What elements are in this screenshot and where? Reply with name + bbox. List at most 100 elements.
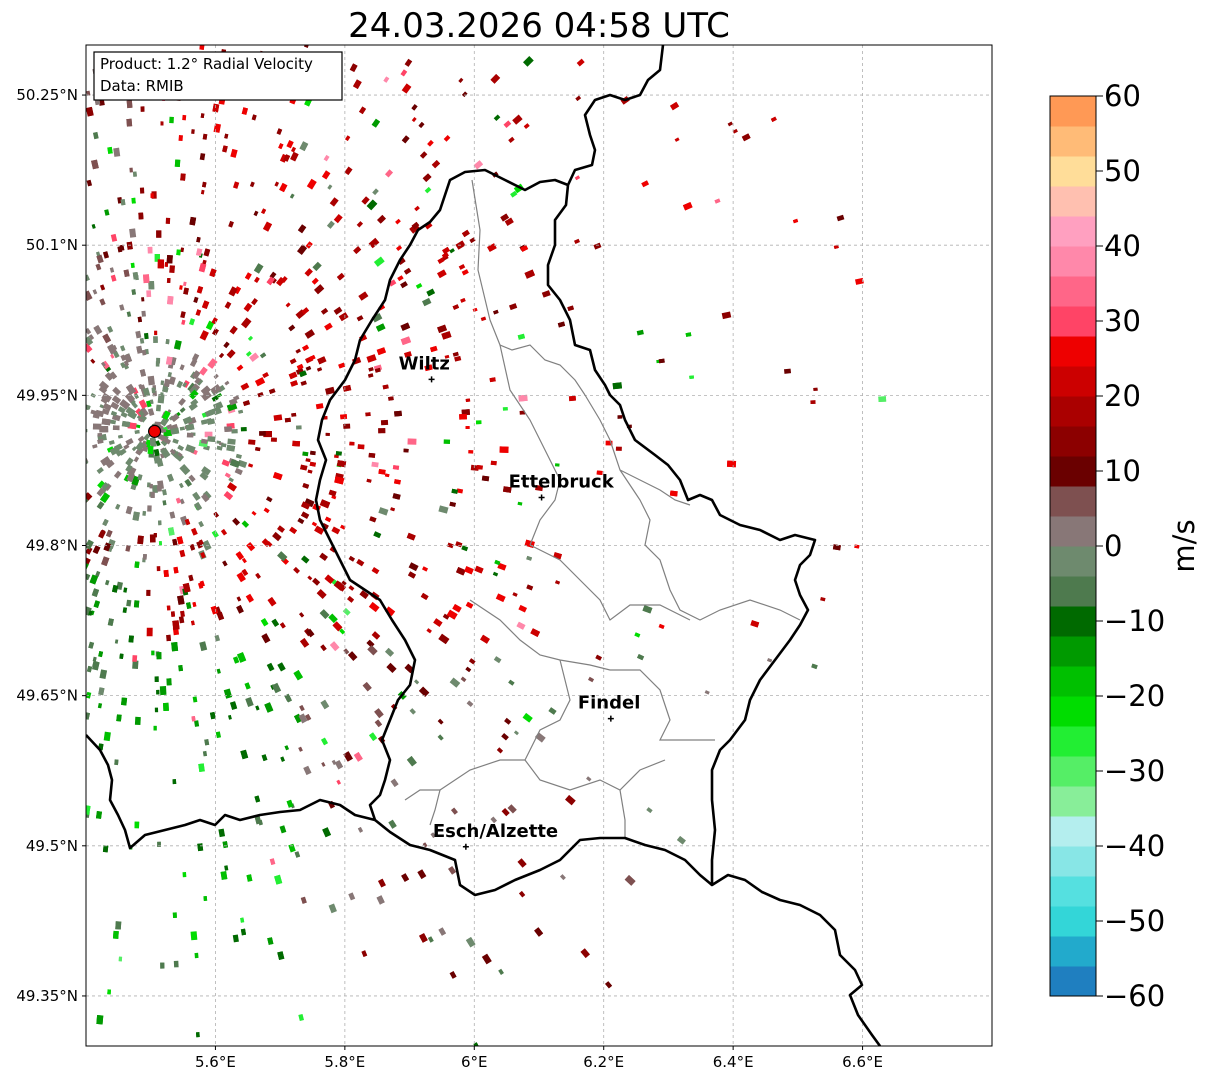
lon-tick-label: 5.8°E <box>324 1053 365 1071</box>
radar-bin <box>262 372 269 379</box>
radar-bin <box>169 511 176 519</box>
radar-bin <box>223 491 234 501</box>
radar-bin <box>103 456 110 463</box>
radar-bin <box>268 388 276 394</box>
colorbar-band <box>1050 966 1096 997</box>
radar-bin <box>349 441 355 446</box>
radar-bin <box>177 444 184 451</box>
radar-bin <box>128 635 134 643</box>
radar-bin <box>222 560 228 567</box>
radar-bin <box>132 660 139 669</box>
radar-bin <box>452 304 460 310</box>
radar-bin <box>427 139 434 147</box>
radar-bin <box>215 731 222 739</box>
radar-bin <box>424 364 433 372</box>
radar-bin <box>395 218 401 225</box>
radar-bin <box>641 180 650 188</box>
radar-bin <box>125 545 131 552</box>
radar-bin <box>126 100 133 109</box>
radar-bin <box>204 409 214 418</box>
radar-bin <box>293 713 303 724</box>
radar-bin <box>228 220 234 228</box>
radar-bin <box>172 912 177 918</box>
radar-bin <box>284 745 289 751</box>
radar-bin <box>271 618 280 627</box>
radar-bin <box>374 708 384 719</box>
radar-bin <box>263 221 273 232</box>
radar-bin <box>154 330 158 336</box>
radar-bin <box>377 878 386 888</box>
info-box-frame <box>93 51 343 101</box>
radar-bin <box>298 746 303 752</box>
radar-bin <box>179 549 186 558</box>
radar-site-marker <box>147 424 162 438</box>
radar-bin <box>424 221 433 230</box>
radar-bin <box>249 352 260 362</box>
radar-bin <box>135 424 141 429</box>
radar-bin <box>259 431 266 436</box>
lat-tick-label: 49.35°N <box>16 987 78 1005</box>
radar-bin <box>196 1032 200 1038</box>
radar-bin <box>321 737 328 746</box>
radar-bin <box>192 601 197 607</box>
radar-bin <box>102 518 109 527</box>
radar-bin <box>513 730 519 736</box>
radar-bin <box>254 276 260 283</box>
radar-bin <box>243 302 253 312</box>
radar-bin <box>216 668 221 674</box>
radar-bin <box>384 606 396 617</box>
radar-bin <box>178 397 186 406</box>
radar-bin <box>86 459 89 466</box>
radar-bin <box>465 398 471 402</box>
radar-bin <box>120 362 126 369</box>
radar-bin <box>194 720 200 727</box>
radar-bin <box>133 456 140 463</box>
radar-bin <box>437 269 447 279</box>
radar-bin <box>304 45 310 48</box>
radar-bin <box>278 143 284 150</box>
colorbar-band <box>1050 486 1096 517</box>
radar-bin <box>319 552 328 561</box>
radar-bin <box>197 843 204 852</box>
radar-bin <box>343 423 351 429</box>
radar-bin <box>524 269 536 279</box>
radar-bin <box>298 1014 304 1022</box>
radar-bin <box>368 601 380 613</box>
radar-bin <box>218 352 225 359</box>
radar-bin <box>193 296 199 304</box>
radar-bin <box>198 521 204 528</box>
radar-bin <box>179 498 185 505</box>
radar-bin <box>128 466 137 477</box>
radar-bin <box>166 605 171 611</box>
radar-bin <box>248 439 256 445</box>
radar-bin <box>376 347 387 356</box>
radar-bin <box>526 584 534 591</box>
radar-bin <box>221 443 227 448</box>
radar-bin <box>150 399 154 404</box>
radar-bin <box>535 484 544 492</box>
radar-bin <box>290 380 298 387</box>
radar-bin <box>501 808 510 817</box>
radar-bin <box>555 580 561 585</box>
radar-bin <box>324 322 333 331</box>
radar-bin <box>341 580 347 586</box>
radar-bin <box>519 890 526 898</box>
radar-bin <box>198 539 204 545</box>
radar-bin <box>358 291 369 301</box>
radar-bin <box>118 434 123 439</box>
radar-bin <box>156 230 162 238</box>
radar-bin <box>499 446 509 453</box>
colorbar-tick-label: 10 <box>1104 454 1141 488</box>
radar-bin <box>441 331 452 340</box>
radar-bin <box>164 387 169 393</box>
radar-bin <box>173 566 179 574</box>
colorbar-unit-label: m/s <box>1167 519 1201 572</box>
radar-bin <box>112 930 119 939</box>
radar-bin <box>195 248 203 257</box>
radar-bin <box>240 749 249 760</box>
radar-bin <box>403 448 409 453</box>
radar-bin <box>224 865 229 871</box>
radar-bin <box>321 170 331 180</box>
radar-bin <box>175 497 181 504</box>
radar-bin <box>385 647 395 657</box>
